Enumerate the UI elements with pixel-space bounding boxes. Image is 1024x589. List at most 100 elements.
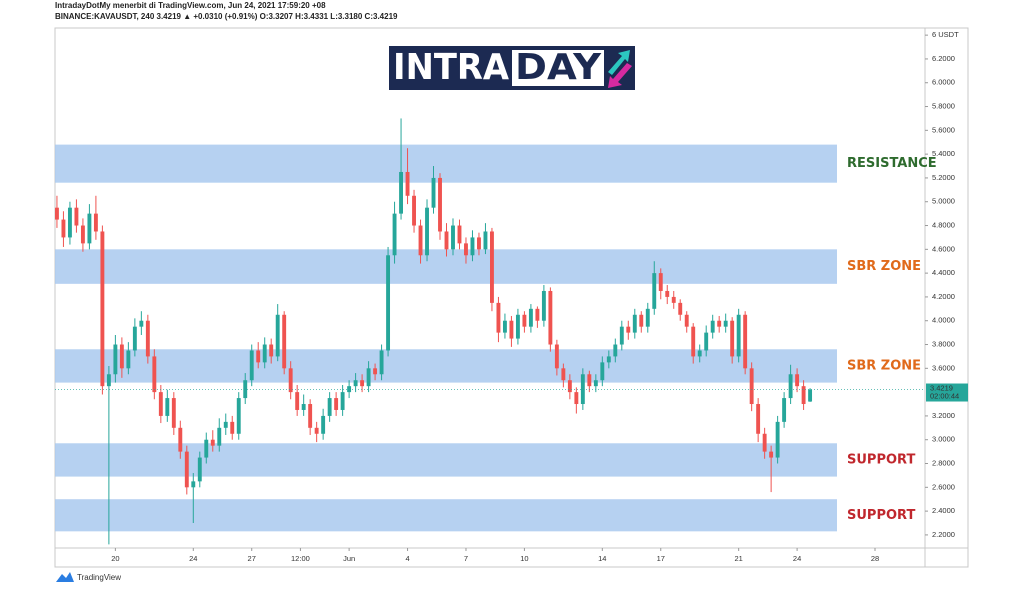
candle-body: [717, 320, 722, 327]
candle-body: [139, 320, 144, 327]
candle-body: [158, 392, 163, 416]
candle-body: [55, 207, 59, 220]
candle-body: [730, 320, 735, 357]
x-tick-label: 27: [248, 554, 256, 563]
candle-body: [243, 380, 248, 399]
candle-body: [535, 308, 540, 321]
candle-body: [782, 398, 787, 422]
candle-body: [126, 350, 131, 369]
candle-body: [652, 273, 657, 309]
zone-band: [55, 144, 837, 183]
candle-body: [632, 314, 637, 333]
candle-body: [269, 344, 274, 357]
candle-body: [119, 344, 124, 369]
x-tick-label: 24: [189, 554, 197, 563]
candle-body: [457, 225, 462, 244]
candle-body: [749, 368, 754, 405]
candle-body: [230, 421, 235, 434]
candle-body: [386, 255, 391, 351]
candle-body: [132, 326, 137, 351]
candle-body: [561, 368, 566, 381]
y-tick-label: 3.8000: [932, 340, 955, 349]
candle-body: [704, 332, 709, 351]
candle-body: [145, 320, 150, 357]
chart-subtitle: BINANCE:KAVAUSDT, 240 3.4219 ▲ +0.0310 (…: [55, 12, 398, 21]
candle-body: [762, 433, 767, 452]
candle-body: [490, 231, 494, 303]
x-tick-label: 17: [657, 554, 665, 563]
candle-body: [606, 356, 611, 363]
brand: TradingView: [56, 572, 121, 582]
zone-band: [55, 443, 837, 477]
candle-body: [405, 171, 410, 196]
candle-body: [392, 213, 397, 256]
candle-body: [795, 374, 800, 387]
candle-body: [308, 404, 313, 428]
candle-body: [684, 314, 689, 327]
x-tick-label: 28: [871, 554, 879, 563]
candle-body: [366, 368, 371, 387]
candle-body: [184, 451, 189, 488]
candle-body: [106, 374, 111, 387]
y-tick-label: 6 USDT: [932, 30, 959, 39]
logo-arrow: [608, 63, 632, 88]
y-tick-label: 4.6000: [932, 244, 955, 253]
candle-body: [100, 231, 105, 387]
candle-body: [152, 356, 157, 393]
candle-body: [691, 326, 696, 357]
candle-body: [74, 207, 79, 226]
candle-body: [210, 439, 215, 446]
x-tick-label: 4: [405, 554, 409, 563]
y-tick-label: 6.2000: [932, 54, 955, 63]
candle-body: [554, 344, 559, 369]
candle-body: [418, 225, 423, 256]
x-tick-label: 20: [111, 554, 119, 563]
zones: RESISTANCE SBR ZONE SBR ZONE SUPPORT SUPPORT: [55, 144, 937, 532]
candle-body: [340, 392, 345, 410]
candle-body: [593, 380, 598, 387]
logo-arrow: [608, 50, 630, 75]
y-tick-label: 3.0000: [932, 435, 955, 444]
candle-body: [191, 481, 196, 488]
zone-label: RESISTANCE: [847, 156, 937, 171]
candle-body: [470, 237, 475, 256]
x-tick-label: 24: [793, 554, 801, 563]
candle-body: [678, 302, 683, 315]
candle-body: [217, 427, 222, 446]
logo-text: INTRA: [393, 47, 509, 88]
candle-body: [496, 302, 501, 333]
candle-body: [477, 237, 481, 250]
countdown: 02:00:44: [930, 391, 959, 400]
candle-body: [87, 213, 92, 244]
candle-body: [204, 439, 209, 458]
candle-body: [301, 404, 306, 410]
candle-body: [626, 326, 631, 333]
x-tick-label: Jun: [343, 554, 355, 563]
x-tick-label: 14: [598, 554, 606, 563]
logo-day-box: [512, 50, 604, 86]
candle-body: [658, 273, 663, 291]
candle-body: [282, 314, 287, 369]
candle-body: [710, 320, 715, 333]
zone-label: SUPPORT: [847, 508, 915, 523]
zone-band: [55, 349, 837, 383]
candle-body: [444, 231, 449, 250]
candle-body: [580, 374, 585, 405]
y-tick-label: 5.4000: [932, 149, 955, 158]
candle-body: [275, 314, 280, 357]
y-tick-label: 4.4000: [932, 268, 955, 277]
y-tick-label: 3.6000: [932, 363, 955, 372]
candle-body: [515, 314, 520, 339]
zone-label: SUPPORT: [847, 452, 915, 467]
candles: [55, 118, 813, 545]
candle-body: [483, 231, 488, 250]
candle-body: [639, 314, 644, 327]
y-tick-label: 6.0000: [932, 78, 955, 87]
candle-body: [236, 398, 241, 434]
candle-body: [373, 368, 378, 375]
last-price-tag: [926, 383, 968, 402]
candle-body: [464, 243, 468, 256]
candle-body: [197, 457, 202, 482]
x-tick-label: 12:00: [291, 554, 310, 563]
